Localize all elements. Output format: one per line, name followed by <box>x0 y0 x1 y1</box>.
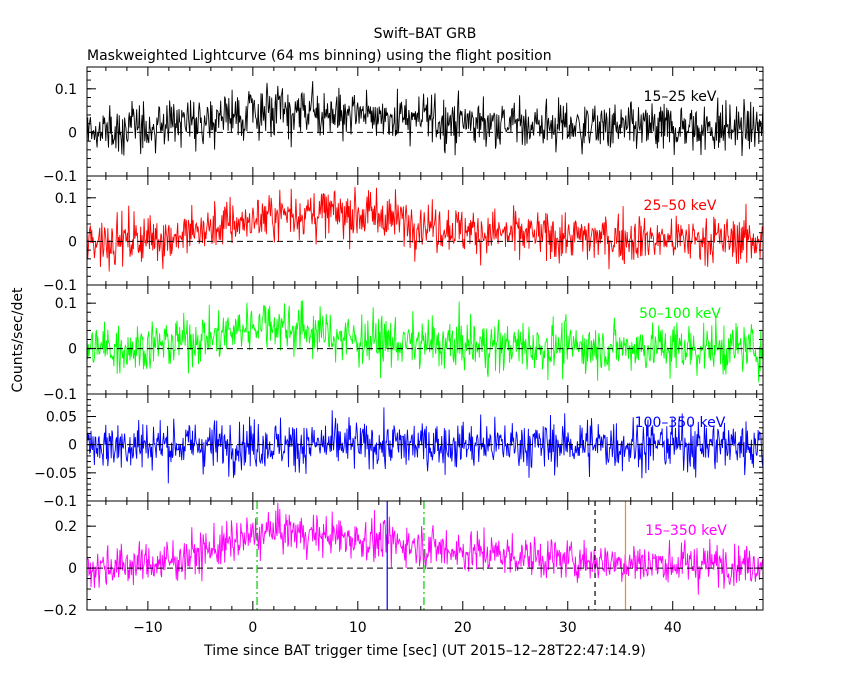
y-tick-label: −0.2 <box>43 603 77 619</box>
y-tick-label: −0.1 <box>43 169 77 185</box>
y-tick-label: 0.05 <box>46 410 77 426</box>
chart-title: Swift–BAT GRB <box>374 26 477 42</box>
panel-2: −0.1 0 0.1 25–50 keV <box>43 175 764 294</box>
panel-5: −0.2 0 0.2 15–350 keV <box>43 500 764 619</box>
x-tick-label: 20 <box>454 620 472 636</box>
band-label-4: 100–350 keV <box>635 415 726 431</box>
chart-subtitle: Maskweighted Lightcurve (64 ms binning) … <box>87 48 552 64</box>
y-tick-label: 0 <box>68 342 77 358</box>
x-tick-label: 10 <box>349 620 367 636</box>
panel-1: −0.1 0 0.1 15–25 keV <box>43 66 764 185</box>
y-tick-label: 0 <box>68 438 77 454</box>
panel-4: −0.1 −0.05 0 0.05 100–350 keV <box>34 393 764 510</box>
x-tick-label: 0 <box>248 620 257 636</box>
y-tick-label: −0.05 <box>34 466 77 482</box>
y-tick-label: −0.1 <box>43 494 77 510</box>
y-tick-label: 0.2 <box>55 519 77 535</box>
x-tick-label: 30 <box>559 620 577 636</box>
y-tick-label: 0.1 <box>55 296 77 312</box>
series-line-1 <box>87 81 763 157</box>
panels-group: −0.1 0 0.1 15–25 keV −0.1 0 0.1 25–50 keV −0.1 0 0… <box>34 66 764 636</box>
panel-frame-4 <box>86 393 764 502</box>
x-tick-label: −10 <box>133 620 163 636</box>
y-axis-label: Counts/sec/det <box>10 287 26 392</box>
panel-3: −0.1 0 0.1 50–100 keV <box>43 284 764 403</box>
series-line-5 <box>87 502 763 595</box>
band-label-5: 15–350 keV <box>645 523 727 539</box>
y-tick-label: 0 <box>68 125 77 141</box>
series-line-3 <box>87 300 763 383</box>
y-tick-label: 0.1 <box>55 82 77 98</box>
band-label-2: 25–50 keV <box>644 198 717 214</box>
panel-frame-5 <box>86 500 764 611</box>
y-tick-label: 0 <box>68 561 77 577</box>
band-label-1: 15–25 keV <box>644 89 717 105</box>
y-tick-label: 0 <box>68 234 77 250</box>
y-tick-label: −0.1 <box>43 278 77 294</box>
y-tick-label: −0.1 <box>43 387 77 403</box>
x-tick-label: 40 <box>664 620 682 636</box>
y-tick-label: 0.1 <box>55 191 77 207</box>
x-axis-label: Time since BAT trigger time [sec] (UT 20… <box>203 643 646 659</box>
band-label-3: 50–100 keV <box>639 306 721 322</box>
